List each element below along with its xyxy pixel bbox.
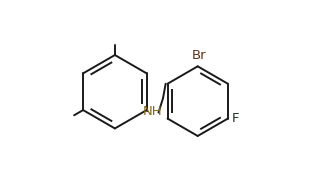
Text: Br: Br	[191, 49, 206, 62]
Text: NH: NH	[143, 105, 163, 118]
Text: F: F	[232, 112, 240, 125]
